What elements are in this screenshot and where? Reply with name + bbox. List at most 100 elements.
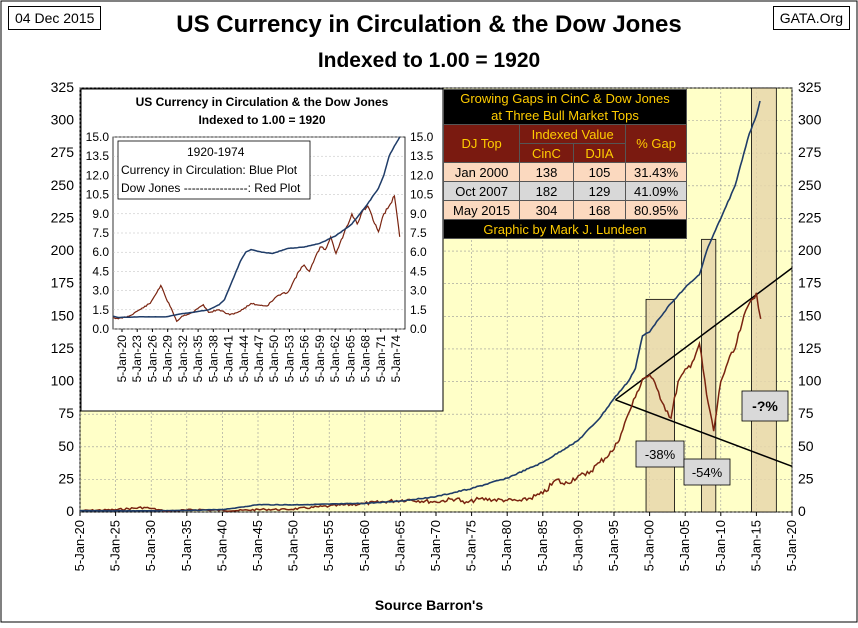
drop-annotation-box [741,390,789,422]
inset-series-currency [112,136,401,319]
x-tick-group: 5-Jan-45 [250,520,265,571]
inset-x-tick-group: 5-Jan-23 [130,335,144,383]
x-tick-label: 5-Jan-55 [321,520,336,571]
table-title-line1: Growing Gaps in CinC & Dow Jones [460,91,670,106]
x-tick-label: 5-Jan-15 [748,520,763,571]
y-tick-label-right: 150 [798,307,822,323]
inset-y-tick-label-left: 15.0 [86,130,110,144]
inset-x-tick-label: 5-Jan-29 [161,335,175,383]
inset-x-tick-label: 5-Jan-56 [298,335,312,383]
x-tick-label: 5-Jan-05 [677,520,692,571]
gap-table: Growing Gaps in CinC & Dow Jones at Thre… [442,89,687,239]
inset-x-tick-label: 5-Jan-44 [237,335,251,383]
x-tick-group: 5-Jan-65 [392,520,407,571]
inset-x-tick-group: 5-Jan-20 [115,335,129,383]
x-tick-group: 5-Jan-55 [321,520,336,571]
inset-y-tick-label-right: 12.0 [410,168,434,182]
inset-legend-title: 1920-1974 [187,145,245,159]
x-tick-label: 5-Jan-90 [570,520,585,571]
inset-y-tick-label-left: 6.0 [92,245,109,259]
inset-y-tick-label-left: 10.5 [86,188,110,202]
inset-x-tick-group: 5-Jan-62 [328,335,342,383]
inset-x-tick-group: 5-Jan-74 [389,335,403,383]
x-tick-label: 5-Jan-95 [606,520,621,571]
row-gap: 31.43% [625,162,687,182]
inset-x-tick-label: 5-Jan-65 [343,335,357,383]
inset-y-tick-label-right: 4.5 [410,264,427,278]
inset-y-tick-label-left: 1.5 [92,303,109,317]
inset-y-tick-label-left: 0.0 [92,322,109,336]
drop-annotation: -54% [692,465,723,480]
y-tick-label-left: 325 [51,79,75,95]
inset-x-tick-group: 5-Jan-53 [282,335,296,383]
inset-x-tick-group: 5-Jan-65 [343,335,357,383]
x-tick-group: 5-Jan-60 [357,520,372,571]
inset-x-tick-group: 5-Jan-59 [313,335,327,383]
y-tick-label-left: 275 [51,144,75,160]
col-gap: % Gap [625,124,687,163]
y-tick-label-left: 250 [51,177,75,193]
inset-x-tick-group: 5-Jan-44 [237,335,251,383]
x-tick-group: 5-Jan-10 [713,520,728,571]
inset-y-tick-label-right: 7.5 [410,226,427,240]
table-title-line2: at Three Bull Market Tops [491,108,639,123]
inset-x-tick-group: 5-Jan-56 [298,335,312,383]
inset-x-tick-label: 5-Jan-50 [267,335,281,383]
drop-annotation: -38% [645,447,676,462]
inset-y-tick-label-right: 13.5 [410,149,434,163]
row-date: Oct 2007 [442,181,521,201]
x-tick-group: 5-Jan-40 [214,520,229,571]
row-gap: 80.95% [625,200,687,220]
row-date: May 2015 [442,200,521,220]
inset-x-tick-group: 5-Jan-41 [222,335,236,383]
x-tick-group: 5-Jan-90 [570,520,585,571]
inset-x-tick-label: 5-Jan-47 [252,335,266,383]
y-tick-label-left: 175 [51,275,75,291]
col-djia: DJIA [572,143,627,163]
inset-y-tick-label-right: 6.0 [410,245,427,259]
y-tick-label-right: 200 [798,242,822,258]
x-tick-group: 5-Jan-70 [428,520,443,571]
y-tick-label-left: 100 [51,373,75,389]
y-tick-label-right: 25 [798,470,814,486]
inset-y-tick-label-right: 15.0 [410,130,434,144]
y-tick-label-right: 100 [798,373,822,389]
chart-subtitle: Indexed to 1.00 = 1920 [317,49,541,72]
x-tick-group: 5-Jan-75 [464,520,479,571]
y-tick-label-right: 175 [798,275,822,291]
inset-x-tick-group: 5-Jan-47 [252,335,266,383]
trend-line-lower [615,399,793,468]
inset-x-tick-group: 5-Jan-29 [161,335,175,383]
inset-x-tick-group: 5-Jan-50 [267,335,281,383]
x-tick-label: 5-Jan-30 [143,520,158,571]
y-tick-label-left: 0 [66,503,74,519]
x-tick-label: 5-Jan-70 [428,520,443,571]
row-djia: 129 [572,181,627,201]
inset-x-tick-label: 5-Jan-59 [313,335,327,383]
inset-series-dow-jones [112,194,401,323]
inset-x-tick-label: 5-Jan-20 [115,335,129,383]
x-tick-label: 5-Jan-80 [499,520,514,571]
col-cinc: CinC [519,143,574,163]
inset-legend [117,140,311,200]
col-djtop: DJ Top [442,124,521,163]
row-djia: 168 [572,200,627,220]
x-tick-group: 5-Jan-95 [606,520,621,571]
x-tick-group: 5-Jan-15 [748,520,763,571]
x-tick-group: 5-Jan-35 [179,520,194,571]
y-tick-label-right: 225 [798,209,822,225]
inset-legend-currency: Currency in Circulation: Blue Plot [121,163,298,177]
inset-y-tick-label-left: 13.5 [86,149,110,163]
highlight-band [751,87,777,513]
x-tick-group: 5-Jan-20 [784,520,799,571]
x-tick-label: 5-Jan-00 [642,520,657,571]
inset-x-tick-group: 5-Jan-32 [176,335,190,383]
inset-y-tick-label-right: 10.5 [410,188,434,202]
inset-x-tick-label: 5-Jan-68 [359,335,373,383]
y-tick-label-right: 325 [798,79,822,95]
inset-x-tick-label: 5-Jan-38 [206,335,220,383]
inset-y-tick-label-left: 9.0 [92,207,109,221]
